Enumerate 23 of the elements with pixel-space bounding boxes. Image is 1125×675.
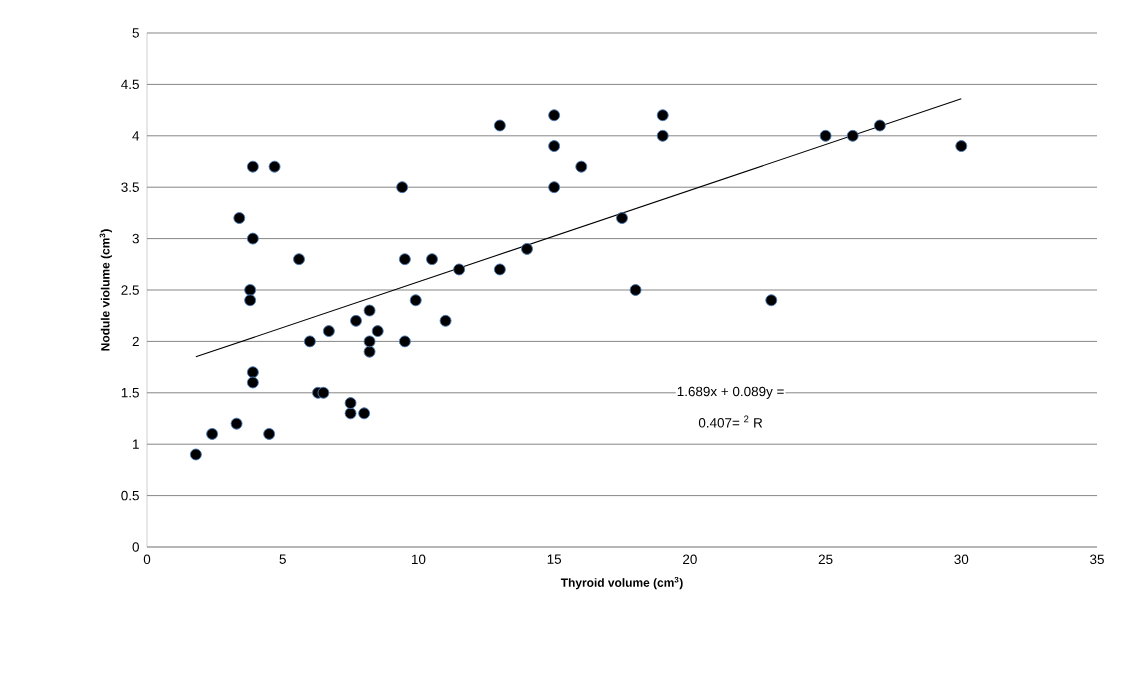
y-tick-label: 2 — [132, 336, 139, 347]
x-axis-title: Thyroid volume (cm$^{3}$) — [560, 576, 683, 590]
annotation: 1.689x + 0.089y = — [677, 386, 784, 399]
x-tick-label: 15 — [547, 554, 562, 564]
y-axis-title: Nodule violume (cm$^{3}$) — [99, 229, 112, 351]
y-tick-label: 0 — [132, 542, 139, 552]
x-tick-label: 20 — [683, 554, 697, 565]
y-tick-label: 0.5 — [121, 490, 139, 501]
x-tick-label: 10 — [411, 554, 426, 565]
y-tick-label: 1.5 — [121, 388, 139, 398]
y-tick-label: 4 — [132, 131, 140, 141]
y-tick-label: 4.5 — [121, 79, 139, 90]
y-tick-label: 3.5 — [121, 182, 139, 192]
y-tick-label: 1 — [133, 439, 139, 449]
y-tick-label: 2.5 — [121, 285, 139, 295]
x-tick-label: 35 — [1090, 554, 1104, 565]
x-tick-label: 0 — [143, 554, 151, 565]
x-tick-label: 25 — [818, 554, 833, 565]
x-tick-label: 5 — [279, 554, 286, 564]
y-tick-label: 5 — [132, 28, 139, 38]
x-tick-label: 30 — [954, 554, 969, 565]
annotation: 0.407= $^{2}$ R — [698, 415, 763, 428]
y-tick-label: 3 — [132, 233, 139, 244]
